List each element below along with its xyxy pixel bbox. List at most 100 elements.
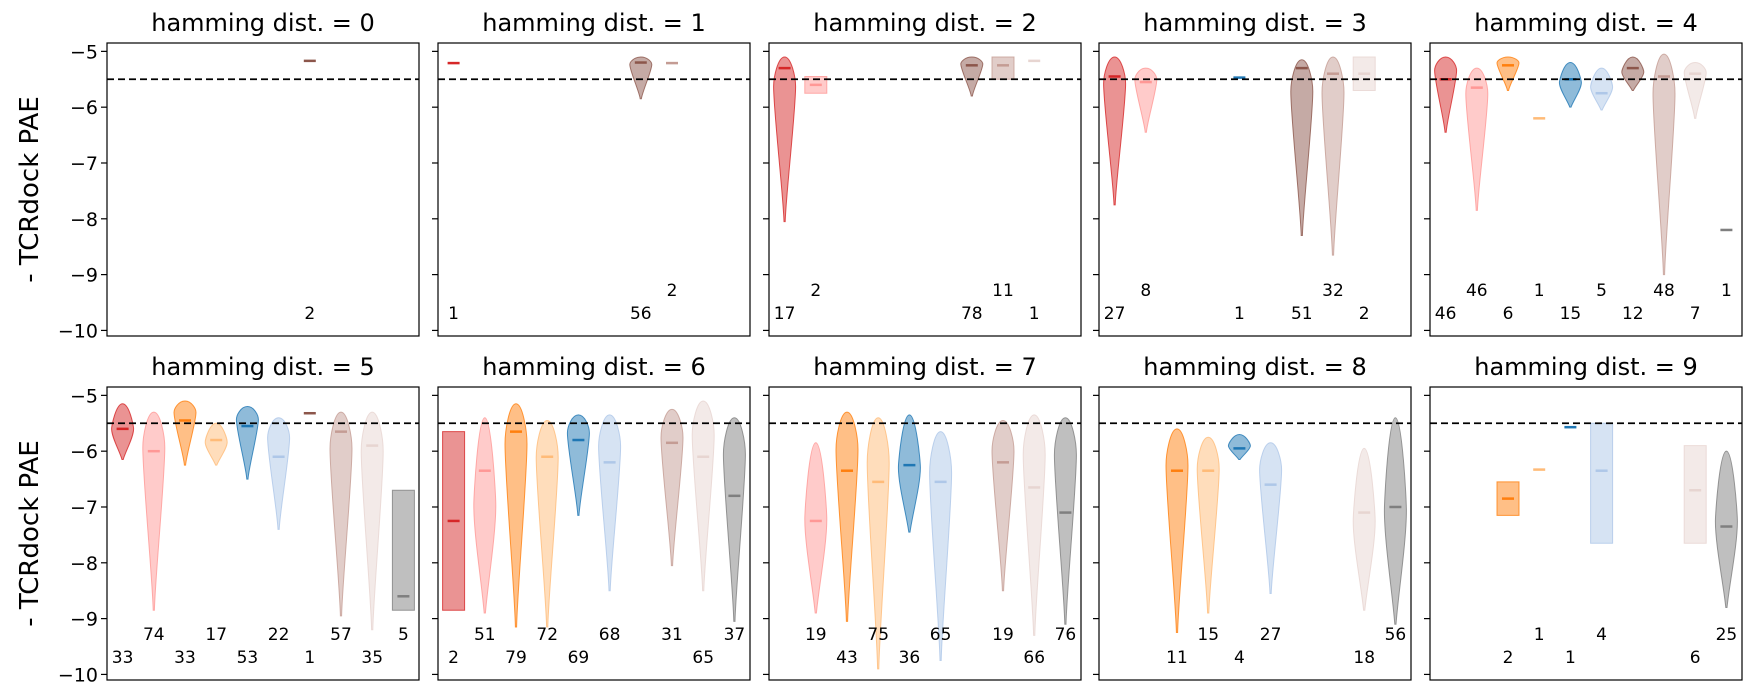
count-label: 36 xyxy=(899,648,921,668)
violin: 27 xyxy=(1259,442,1283,645)
panel-6: 2 51 79 72 69 68 31 65 37 hamming dist. = 6 xyxy=(432,353,751,681)
count-label: 6 xyxy=(1503,304,1514,324)
panel-5: 33 74 33 17 53 22 1 57 35 5 −5 −6 −7 −8 −9 −10 hamming d… xyxy=(15,353,420,686)
panel-title: hamming dist. = 9 xyxy=(1474,353,1698,381)
count-label: 33 xyxy=(112,648,134,668)
violin-body xyxy=(629,56,653,100)
violin: 2 xyxy=(442,431,466,668)
panel-title: hamming dist. = 7 xyxy=(813,353,1037,381)
count-label: 18 xyxy=(1353,648,1375,668)
count-label: 51 xyxy=(474,625,496,645)
violin: 6 xyxy=(1683,445,1707,668)
violin: 22 xyxy=(267,417,291,645)
violin-body xyxy=(329,411,353,617)
count-label: 72 xyxy=(536,625,558,645)
violin-body xyxy=(566,414,590,516)
count-label: 78 xyxy=(961,304,983,324)
violin-body xyxy=(1590,67,1614,111)
count-label: 11 xyxy=(992,281,1014,301)
count-label: 5 xyxy=(398,625,409,645)
count-label: 15 xyxy=(1197,625,1219,645)
violin-body xyxy=(1134,67,1158,133)
count-label: 2 xyxy=(1503,648,1514,668)
violin: 43 xyxy=(835,411,859,668)
violin-body xyxy=(1259,442,1283,594)
violin: 2 xyxy=(804,75,828,301)
violin: 78 xyxy=(960,56,984,324)
violin: 2 xyxy=(666,61,678,301)
violin-body xyxy=(1590,422,1614,544)
axes-frame xyxy=(1429,42,1743,337)
ytick-label: −10 xyxy=(58,320,98,342)
violin-body xyxy=(1383,417,1407,625)
axes-frame xyxy=(1098,386,1412,681)
panel-title: hamming dist. = 6 xyxy=(482,353,706,381)
violin: 7 xyxy=(1683,62,1707,324)
count-label: 56 xyxy=(1385,625,1407,645)
violin: 36 xyxy=(897,414,921,668)
axes-frame xyxy=(1429,386,1743,681)
violin-body xyxy=(1558,62,1582,108)
violin-body xyxy=(1022,414,1046,636)
count-label: 68 xyxy=(599,625,621,645)
violin: 72 xyxy=(535,419,559,645)
violin: 1 xyxy=(447,61,460,324)
violin-body xyxy=(204,422,228,466)
count-label: 1 xyxy=(1565,648,1576,668)
violin-body xyxy=(691,400,715,592)
violin: 66 xyxy=(1022,414,1046,668)
count-label: 1 xyxy=(448,304,459,324)
panel-title: hamming dist. = 1 xyxy=(482,9,706,37)
violin: 76 xyxy=(1053,417,1077,645)
violin-body xyxy=(835,411,859,622)
count-label: 57 xyxy=(330,625,352,645)
panel-3: 27 8 1 51 32 2 hamming dist. = 3 xyxy=(1093,9,1412,337)
panel-8: 11 15 4 27 18 56 hamming dist. = 8 xyxy=(1093,353,1412,681)
violin: 4 xyxy=(1590,422,1614,645)
count-label: 15 xyxy=(1560,304,1582,324)
count-label: 75 xyxy=(867,625,889,645)
violin-body xyxy=(535,419,559,628)
violin-body xyxy=(1714,450,1738,608)
count-label: 27 xyxy=(1260,625,1282,645)
violin-body xyxy=(866,417,890,670)
violin: 51 xyxy=(1290,59,1314,324)
violin: 11 xyxy=(991,56,1015,301)
violin: 48 xyxy=(1652,53,1676,301)
axes-frame xyxy=(106,386,420,681)
violin: 1 xyxy=(303,411,316,668)
violin: 32 xyxy=(1321,56,1345,301)
violin-body xyxy=(598,414,622,592)
violin-body xyxy=(142,411,166,611)
violin-body xyxy=(960,56,984,97)
violin: 17 xyxy=(773,56,797,324)
violin: 15 xyxy=(1196,436,1220,645)
violin-body xyxy=(1683,445,1707,544)
violin-body xyxy=(804,442,828,614)
violin: 68 xyxy=(598,414,622,645)
panel-7: 19 43 75 36 65 19 66 76 hamming dist. = 7 xyxy=(763,353,1082,681)
violin: 1 xyxy=(1564,425,1577,668)
count-label: 1 xyxy=(1721,281,1732,301)
axes-frame xyxy=(768,42,1082,337)
count-label: 19 xyxy=(805,625,827,645)
count-label: 32 xyxy=(1322,281,1344,301)
count-label: 79 xyxy=(505,648,527,668)
violin: 56 xyxy=(1383,417,1407,645)
violin: 4 xyxy=(1227,433,1251,668)
count-label: 2 xyxy=(1359,304,1370,324)
ytick-label: −8 xyxy=(70,209,98,231)
count-label: 17 xyxy=(774,304,796,324)
violin-body xyxy=(991,56,1015,80)
violin: 27 xyxy=(1103,56,1127,324)
count-label: 46 xyxy=(1435,304,1457,324)
panel-title: hamming dist. = 4 xyxy=(1474,9,1698,37)
violin: 65 xyxy=(929,431,953,661)
violin: 2 xyxy=(303,59,316,324)
violin: 19 xyxy=(804,442,828,645)
count-label: 51 xyxy=(1291,304,1313,324)
violin: 1 xyxy=(1720,228,1733,301)
panel-title: hamming dist. = 5 xyxy=(151,353,375,381)
violin: 19 xyxy=(991,419,1015,645)
